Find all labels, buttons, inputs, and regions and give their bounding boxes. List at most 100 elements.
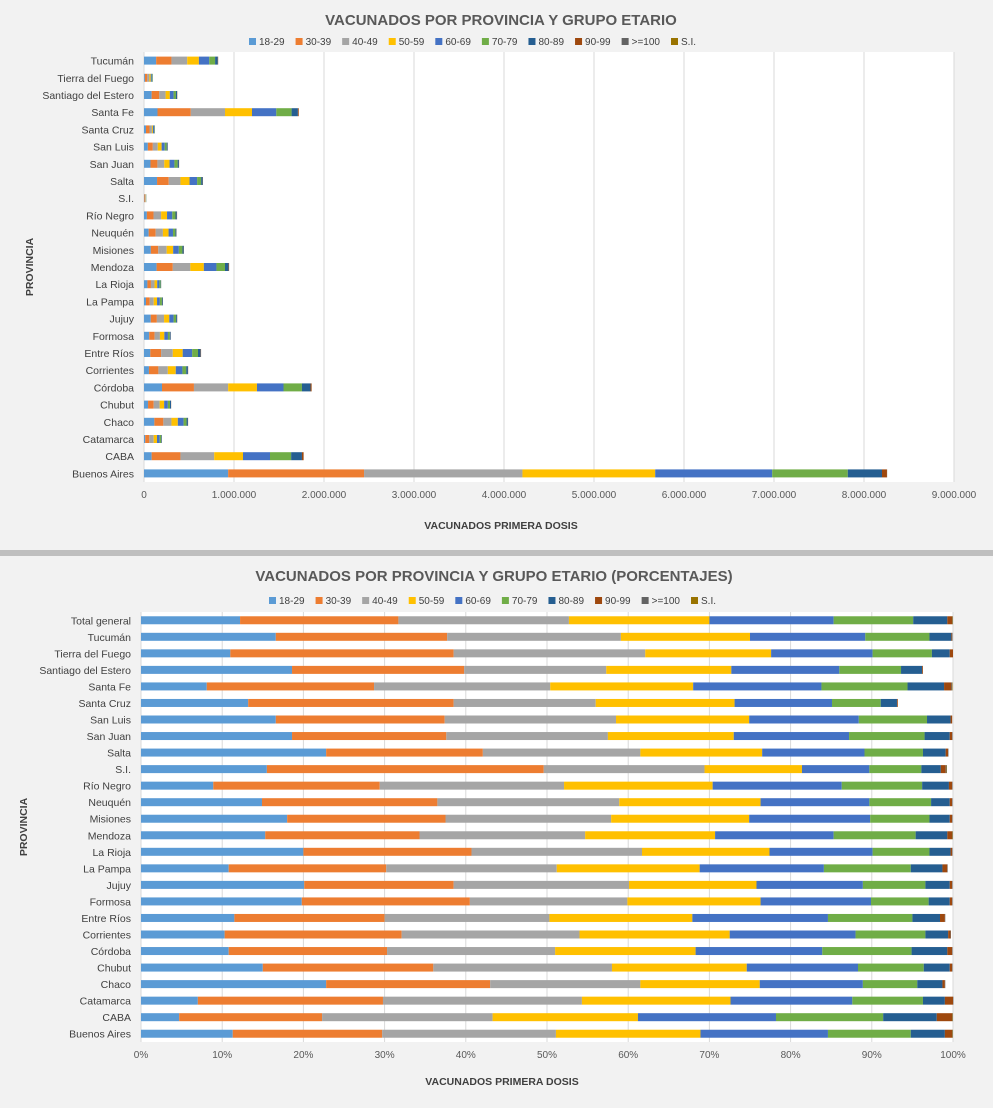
bar-segment-rio-negro-50-59	[161, 211, 168, 220]
bar-segment-jujuy-90-99	[949, 880, 953, 889]
bar-segment-misiones-40-49	[445, 814, 612, 823]
bar-segment-san-juan-70-79	[849, 732, 925, 741]
legend-entry: 60-69	[465, 596, 491, 607]
bar-segment-total-general-90-99	[947, 616, 953, 625]
bar-segment-caba-50-59	[492, 1013, 638, 1022]
bar-segment-buenos-aires-50-59	[555, 1029, 701, 1038]
bar-segment-san-juan-80-89	[177, 159, 179, 168]
bar-segment-caba-80-89	[883, 1013, 937, 1022]
bar-segment-chaco-40-49	[163, 417, 172, 426]
bar-segment-santa-cruz-60-69	[152, 125, 155, 134]
bar-segment-cordoba-18-29	[144, 383, 162, 392]
bar-segment-chubut-40-49	[153, 400, 160, 409]
bar-segment-san-luis-60-69	[749, 715, 859, 724]
bar-segment-caba-30-39	[151, 452, 181, 461]
bar-segment-corrientes-40-49	[401, 930, 580, 939]
bar-segment-total-general-50-59	[568, 616, 710, 625]
category-label-santiago-del-estero: Santiago del Estero	[39, 665, 131, 677]
bar-segment-misiones-60-69	[749, 814, 871, 823]
bar-segment-jujuy-40-49	[453, 880, 630, 889]
y-axis-title: PROVINCIA	[18, 797, 30, 856]
bar-segment-san-juan-40-49	[446, 732, 608, 741]
legend-swatch	[575, 38, 583, 45]
bar-segment-cordoba-70-79	[283, 383, 302, 392]
bar-segment-entre-rios-50-59	[172, 349, 183, 357]
bar-segment-chubut-30-39	[262, 963, 434, 972]
legend-swatch	[295, 38, 303, 45]
bar-segment-santa-cruz-30-39	[145, 125, 150, 134]
bar-segment-rio-negro-30-39	[146, 211, 154, 220]
bar-segment-la-pampa-80-89	[161, 297, 163, 306]
bar-segment-buenos-aires-18-29	[144, 469, 229, 478]
bar-segment-jujuy-30-39	[150, 314, 157, 323]
bar-segment-formosa-40-49	[469, 897, 628, 906]
bar-segment-san-juan-50-59	[164, 159, 170, 168]
bar-segment-santa-fe-50-59	[550, 682, 694, 691]
bar-segment-misiones-70-79	[870, 814, 930, 823]
bar-segment-entre-rios-30-39	[150, 349, 162, 357]
bar-segment-s-i-60-69	[801, 765, 870, 774]
bar-segment-santa-cruz-50-59	[151, 125, 153, 134]
bar-segment-catamarca-50-59	[581, 996, 731, 1005]
bar-segment-buenos-aires-90-99	[944, 1029, 953, 1038]
bar-segment-mendoza-50-59	[585, 831, 716, 840]
chart-title: VACUNADOS POR PROVINCIA Y GRUPO ETARIO	[325, 12, 677, 29]
x-tick-label: 0%	[134, 1050, 149, 1061]
legend-swatch	[388, 38, 396, 45]
legend-swatch	[671, 38, 678, 45]
bar-segment-chaco-50-59	[171, 417, 178, 426]
bar-segment-misiones-80-89	[182, 245, 184, 254]
bar-segment-santa-fe-18-29	[144, 108, 158, 117]
bar-segment-san-luis-50-59	[157, 142, 162, 151]
bar-segment-san-juan-50-59	[607, 732, 734, 741]
bar-segment-s-i-30-39	[144, 194, 146, 203]
category-label-chaco: Chaco	[101, 979, 132, 991]
bar-segment-tucuman-30-39	[156, 56, 172, 65]
bar-segment-cordoba-30-39	[162, 383, 194, 392]
bar-segment-chaco-80-89	[186, 417, 188, 426]
bar-segment-corrientes-30-39	[148, 366, 159, 375]
category-label-formosa: Formosa	[90, 896, 132, 908]
bar-segment-entre-rios-60-69	[692, 913, 828, 922]
bar-segment-neuquen-70-79	[869, 798, 932, 807]
legend-swatch	[435, 38, 443, 45]
bar-segment-santa-cruz-60-69	[734, 698, 833, 707]
bar-segment-chaco-40-49	[490, 980, 641, 989]
bar-segment-rio-negro-40-49	[153, 211, 162, 220]
bar-segment-salta-80-89	[922, 748, 946, 757]
bar-segment-entre-rios-18-29	[144, 349, 151, 357]
bar-segment-chaco-90-99	[942, 980, 945, 989]
bar-segment-santa-fe-80-89	[907, 682, 945, 691]
bar-segment-santa-cruz-40-49	[453, 698, 596, 707]
bar-segment-neuquen-80-89	[931, 798, 950, 807]
bar-segment-santa-fe-50-59	[225, 108, 252, 117]
legend-entry: 90-99	[605, 596, 631, 607]
bar-segment-rio-negro-30-39	[213, 781, 380, 790]
legend-swatch	[455, 597, 463, 604]
bar-segment-san-luis-18-29	[141, 715, 276, 724]
bar-segment-la-rioja-40-49	[150, 280, 155, 289]
chart-percent: 0% 10% 20% 30% 40% 50% 60% 70% 80% 90% 100% VACUNAD…	[18, 568, 966, 1088]
legend-swatch	[408, 597, 416, 604]
category-label-catamarca: Catamarca	[83, 434, 135, 446]
bar-segment-mendoza-70-79	[216, 263, 225, 271]
bar-segment-san-luis-90-99	[950, 715, 953, 724]
bar-segment-santiago-del-estero-60-69	[169, 91, 174, 99]
bar-segment-caba-80-89	[291, 452, 302, 461]
bar-segment-salta-90-99	[945, 748, 949, 757]
x-tick-label: 40%	[456, 1050, 476, 1061]
bar-segment-misiones-18-29	[141, 814, 288, 823]
bar-segment-san-luis-70-79	[858, 715, 928, 724]
chart-panel-percent: 0% 10% 20% 30% 40% 50% 60% 70% 80% 90% 100% VACUNAD…	[0, 556, 993, 1108]
bar-segment-santiago-del-estero-50-59	[606, 665, 732, 674]
bar-segment-formosa-40-49	[154, 331, 160, 340]
bar-segment-santiago-del-estero-70-79	[839, 665, 902, 674]
bar-segment-neuquen-18-29	[141, 798, 262, 807]
bar-segment-la-rioja-70-79	[159, 280, 161, 289]
bar-segment-san-luis-80-89	[166, 142, 168, 151]
bar-segment-mendoza-60-69	[715, 831, 834, 840]
bar-segment-tierra-del-fuego-70-79	[151, 73, 153, 82]
bar-segment-rio-negro-50-59	[564, 781, 713, 790]
bar-segment-san-juan-60-69	[169, 159, 175, 168]
bar-segment-chubut-70-79	[167, 400, 171, 409]
